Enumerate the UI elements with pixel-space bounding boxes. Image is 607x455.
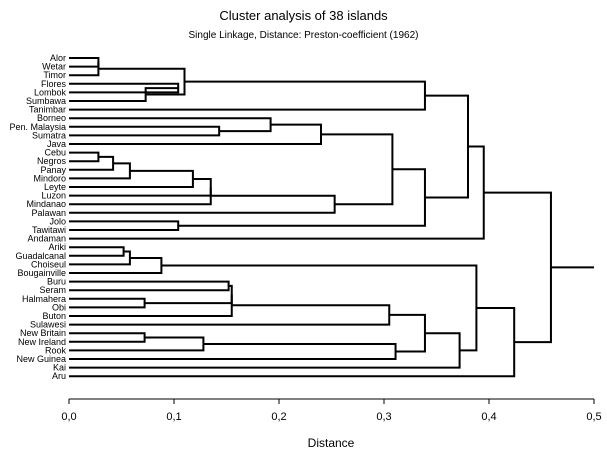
x-tick-label: 0,3 — [376, 411, 391, 423]
leaf-label: Seram — [39, 285, 66, 295]
leaf-label: Guadalcanal — [15, 251, 66, 261]
leaf-label: Sumatra — [32, 130, 66, 140]
leaf-label: Ariki — [49, 242, 67, 252]
leaf-label: Aru — [52, 371, 66, 381]
chart-title: Cluster analysis of 38 islands — [219, 8, 388, 23]
merge-branch — [98, 67, 186, 96]
leaf-label: Tanimbar — [29, 105, 66, 115]
leaf-label: Borneo — [37, 113, 66, 123]
leaf-label: New Britain — [20, 328, 66, 338]
leaf-label: Sumbawa — [26, 96, 66, 106]
leaf-label: Luzon — [41, 191, 66, 201]
leaf-labels: AlorWetarTimorFloresLombokSumbawaTanimba… — [9, 53, 66, 381]
x-tick-label: 0,4 — [481, 411, 496, 423]
leaf-label: Leyte — [44, 182, 66, 192]
merge-branch — [69, 297, 146, 309]
chart-subtitle: Single Linkage, Distance: Preston-coeffi… — [189, 30, 419, 41]
merge-branch — [69, 336, 205, 352]
merge-branch — [69, 57, 100, 68]
leaf-label: Tawitawi — [32, 225, 66, 235]
merge-branch — [69, 250, 131, 266]
merge-branch — [69, 332, 146, 343]
x-tick-label: 0,5 — [586, 411, 601, 423]
x-axis-title: Distance — [308, 436, 355, 450]
merge-branch — [69, 151, 100, 163]
leaf-label: Mindoro — [33, 173, 66, 183]
leaf-label: Andaman — [27, 234, 66, 244]
leaf-label: Kai — [53, 363, 66, 373]
leaf-label: Wetar — [42, 62, 66, 72]
leaf-label: Halmahera — [22, 294, 66, 304]
merge-branch — [69, 342, 397, 360]
merge-branch — [178, 168, 426, 227]
leaf-label: Jolo — [49, 216, 66, 226]
dendrogram-branches — [69, 57, 594, 378]
leaf-label: Palawan — [31, 208, 66, 218]
merge-branch — [69, 117, 272, 133]
x-axis-ticks: 0,0 0,1 0,2 0,3 0,4 0,5 — [61, 399, 602, 423]
merge-branch — [483, 191, 552, 344]
merge-branch — [69, 125, 221, 137]
leaf-label: Mindanao — [26, 199, 66, 209]
leaf-label: Buru — [47, 277, 66, 287]
leaf-label: New Guinea — [16, 354, 66, 364]
leaf-label: Pen. Malaysia — [9, 122, 66, 132]
merge-branch — [69, 294, 233, 317]
leaf-label: New Ireland — [18, 337, 66, 347]
leaf-label: Lombok — [34, 87, 67, 97]
merge-branch — [69, 187, 212, 206]
leaf-label: Choiseul — [31, 259, 66, 269]
leaf-label: Cebu — [44, 148, 66, 158]
merge-branch — [69, 162, 131, 180]
merge-branch — [69, 280, 230, 292]
merge-branch — [69, 62, 100, 77]
leaf-label: Bougainville — [17, 268, 66, 278]
x-tick-label: 0,0 — [61, 411, 76, 423]
x-tick-label: 0,2 — [271, 411, 286, 423]
merge-branch — [69, 246, 125, 257]
merge-branch — [69, 155, 115, 171]
leaf-label: Sulawesi — [30, 320, 66, 330]
merge-branch — [161, 264, 478, 352]
leaf-label: Negros — [37, 156, 67, 166]
merge-branch — [321, 133, 394, 206]
merge-branch — [144, 284, 233, 305]
leaf-label: Obi — [52, 302, 66, 312]
leaf-label: Buton — [42, 311, 66, 321]
merge-branch — [69, 80, 426, 111]
leaf-label: Rook — [45, 345, 67, 355]
leaf-label: Alor — [50, 53, 66, 63]
leaf-label: Flores — [41, 79, 67, 89]
merge-branch — [69, 256, 163, 274]
x-tick-label: 0,1 — [166, 411, 181, 423]
merge-branch — [69, 220, 180, 231]
leaf-label: Panay — [40, 165, 66, 175]
merge-branch — [424, 94, 469, 199]
leaf-label: Java — [47, 139, 66, 149]
leaf-label: Timor — [43, 70, 66, 80]
